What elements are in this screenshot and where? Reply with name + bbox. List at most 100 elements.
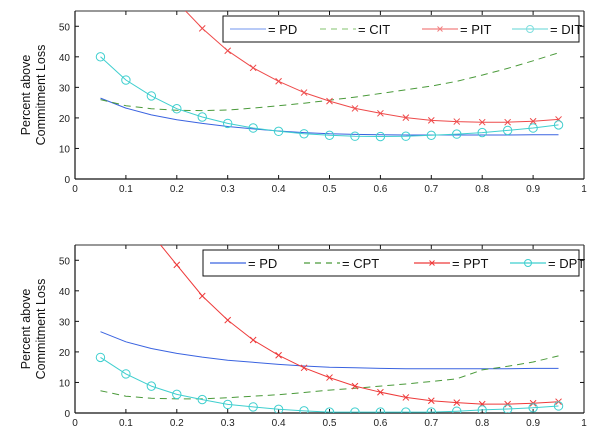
data-point-dit xyxy=(553,120,564,130)
data-point-pit xyxy=(427,116,435,124)
data-point-dpt xyxy=(299,406,309,413)
x-tick-label: 0.1 xyxy=(119,184,133,195)
data-point-dit xyxy=(273,126,284,137)
series-line-dpt xyxy=(100,356,559,413)
legend-label-dpt: = DPT xyxy=(548,256,585,271)
data-point-dit xyxy=(172,104,182,114)
data-point-dit xyxy=(299,129,309,139)
legend-label-cpt: = CPT xyxy=(342,256,379,271)
x-tick-label: 0.6 xyxy=(373,184,387,195)
x-tick-label: 0.6 xyxy=(373,418,387,429)
y-tick-label: 0 xyxy=(64,409,70,420)
data-point-ppt xyxy=(427,397,435,405)
data-point-pit xyxy=(275,77,282,85)
x-tick-label: 0.7 xyxy=(424,184,438,195)
data-point-ppt xyxy=(249,336,257,344)
legend-marker-ppt xyxy=(429,260,435,266)
y-tick-label: 40 xyxy=(59,53,71,64)
data-point-pit xyxy=(198,25,206,32)
x-tick-label: 0.9 xyxy=(526,418,540,429)
legend-label-pd: = PD xyxy=(268,22,297,37)
data-point-ppt xyxy=(224,316,232,324)
legend: = PD = CPT = PPT = DPT xyxy=(202,249,585,277)
y-tick-label: 20 xyxy=(59,348,71,359)
data-point-dpt xyxy=(95,352,106,363)
data-point-ppt xyxy=(453,399,461,406)
x-tick-label: 0.4 xyxy=(272,418,286,429)
data-point-pit xyxy=(453,118,461,125)
series-layer xyxy=(95,245,564,413)
x-tick-label: 0.8 xyxy=(475,184,489,195)
data-point-ppt xyxy=(351,382,359,390)
data-point-dit xyxy=(426,130,436,141)
x-tick-label: 1 xyxy=(581,184,587,195)
y-axis-label: Commitment Loss xyxy=(34,279,48,380)
data-point-dit xyxy=(528,123,538,133)
legend-marker-dit xyxy=(526,25,534,33)
y-tick-label: 10 xyxy=(59,144,71,155)
x-tick-label: 0.3 xyxy=(221,184,235,195)
top-panel: 0 0.1 0.2 0.3 0.4 0.5 0.6 0.7 0.8 0.9 101020304050… xyxy=(19,10,587,195)
data-point-dpt xyxy=(172,389,182,400)
legend-label-pd: = PD xyxy=(248,256,277,271)
y-tick-label: 30 xyxy=(59,83,71,94)
data-point-dpt xyxy=(477,405,487,413)
data-point-pit xyxy=(504,118,512,126)
data-point-ppt xyxy=(300,364,308,372)
y-tick-label: 0 xyxy=(64,175,70,186)
data-point-dit xyxy=(197,112,207,122)
data-point-dpt xyxy=(197,394,207,405)
data-point-pit xyxy=(300,89,308,96)
data-point-dpt xyxy=(426,407,436,413)
data-point-dpt xyxy=(146,381,157,391)
series-line-pit xyxy=(184,11,559,123)
y-tick-label: 20 xyxy=(59,114,71,125)
x-tick-label: 0.1 xyxy=(119,418,133,429)
data-point-pit xyxy=(529,117,537,125)
x-tick-label: 0.2 xyxy=(170,184,184,195)
y-tick-label: 10 xyxy=(59,378,71,389)
data-point-dit xyxy=(223,118,233,129)
legend-label-dit: = DIT xyxy=(550,22,582,37)
legend-label-cit: = CIT xyxy=(358,22,390,37)
data-point-dit xyxy=(401,131,411,141)
x-tick-label: 0 xyxy=(72,184,78,195)
data-point-dit xyxy=(324,130,335,141)
data-point-dit xyxy=(477,127,487,138)
data-point-dit xyxy=(502,125,513,136)
data-point-ppt xyxy=(402,394,410,401)
data-point-ppt xyxy=(173,261,181,269)
legend-label-pit: = PIT xyxy=(460,22,491,37)
series-line-pd xyxy=(100,331,559,370)
series-line-dit xyxy=(100,56,559,137)
x-tick-label: 0 xyxy=(72,418,78,429)
data-point-ppt xyxy=(326,374,333,381)
data-point-pit xyxy=(224,47,232,55)
data-point-dpt xyxy=(401,407,411,413)
data-point-ppt xyxy=(504,400,512,408)
y-axis-label: Percent above xyxy=(19,289,33,370)
legend-label-ppt: = PPT xyxy=(452,256,489,271)
data-point-pit xyxy=(326,97,333,105)
x-tick-label: 1 xyxy=(581,418,587,429)
data-point-dpt xyxy=(528,403,538,413)
data-point-dpt xyxy=(375,407,386,413)
x-tick-label: 0.2 xyxy=(170,418,184,429)
data-point-dpt xyxy=(502,404,513,413)
data-point-dpt xyxy=(452,406,462,413)
bottom-panel: 0 0.1 0.2 0.3 0.4 0.5 0.6 0.7 0.8 0.9 101020304050… xyxy=(19,244,587,429)
x-tick-label: 0.5 xyxy=(323,184,337,195)
y-axis-label: Percent above xyxy=(19,55,33,136)
y-tick-label: 30 xyxy=(59,317,71,328)
x-tick-label: 0.3 xyxy=(221,418,235,429)
data-point-ppt xyxy=(377,388,384,396)
data-point-ppt xyxy=(275,351,282,359)
y-tick-label: 40 xyxy=(59,287,71,298)
x-tick-label: 0.7 xyxy=(424,418,438,429)
series-layer xyxy=(95,11,564,142)
series-line-cit xyxy=(100,52,559,112)
data-point-dpt xyxy=(223,399,233,410)
y-axis-label: Commitment Loss xyxy=(34,45,48,146)
data-point-dit xyxy=(375,131,386,142)
